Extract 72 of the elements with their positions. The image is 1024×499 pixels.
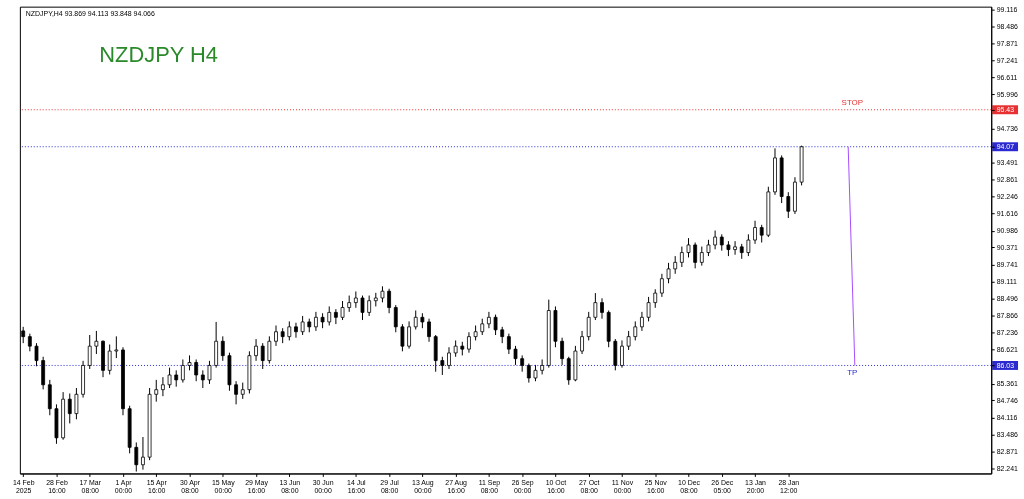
candlestick bbox=[666, 262, 671, 284]
candlestick bbox=[586, 311, 591, 341]
ref-line-label: TP bbox=[847, 368, 858, 378]
candlestick bbox=[314, 311, 318, 332]
candlestick bbox=[407, 320, 411, 350]
candlestick bbox=[646, 296, 651, 322]
candlestick bbox=[260, 342, 265, 370]
candlestick bbox=[620, 339, 624, 369]
candlestick bbox=[107, 344, 112, 375]
candlestick bbox=[513, 345, 518, 366]
candlestick bbox=[367, 295, 372, 317]
text: NZDJPY H4 bbox=[99, 42, 218, 68]
candlestick bbox=[334, 308, 338, 325]
candlestick bbox=[387, 288, 391, 314]
candlestick bbox=[487, 311, 491, 329]
candlestick bbox=[600, 297, 604, 320]
candlestick bbox=[393, 304, 398, 333]
candlestick bbox=[114, 335, 119, 359]
candlestick bbox=[74, 387, 79, 420]
candlestick bbox=[340, 300, 345, 321]
candlestick bbox=[626, 330, 631, 351]
candlestick bbox=[733, 240, 737, 256]
candlestick bbox=[360, 295, 365, 321]
candlestick bbox=[180, 358, 185, 384]
candlestick bbox=[167, 367, 172, 389]
candlestick bbox=[254, 338, 258, 362]
candlestick bbox=[47, 379, 52, 416]
candlestick bbox=[194, 358, 199, 382]
candlestick bbox=[440, 356, 445, 376]
candlestick bbox=[87, 334, 92, 370]
candlestick bbox=[447, 346, 451, 370]
candlestick bbox=[679, 246, 684, 268]
candlestick bbox=[433, 334, 438, 373]
candlestick bbox=[467, 331, 471, 354]
candlestick bbox=[560, 337, 564, 366]
candlestick bbox=[400, 323, 405, 352]
candlestick bbox=[566, 356, 571, 386]
candlestick bbox=[141, 436, 145, 471]
candlestick bbox=[67, 392, 72, 424]
candlestick bbox=[154, 379, 159, 403]
candlestick bbox=[413, 310, 418, 331]
ref-line-label: STOP bbox=[841, 97, 864, 107]
candlestick bbox=[327, 305, 332, 326]
candlestick bbox=[274, 324, 278, 347]
candlestick bbox=[640, 311, 644, 332]
candlestick bbox=[294, 322, 298, 339]
candlestick bbox=[713, 230, 718, 250]
candlestick bbox=[220, 335, 225, 362]
candlestick bbox=[287, 320, 292, 341]
candlestick bbox=[506, 333, 511, 355]
candlestick bbox=[786, 191, 791, 219]
candlestick bbox=[493, 314, 498, 336]
candlestick bbox=[660, 273, 664, 298]
candlestick bbox=[746, 233, 751, 257]
candlestick bbox=[94, 330, 99, 355]
candlestick bbox=[693, 242, 698, 269]
candlestick bbox=[540, 358, 545, 375]
candlestick bbox=[653, 288, 658, 309]
candlestick bbox=[161, 376, 165, 397]
candlestick bbox=[427, 318, 431, 343]
candlestick bbox=[267, 335, 272, 365]
candlestick bbox=[234, 380, 238, 405]
candlestick bbox=[34, 342, 39, 367]
candlestick bbox=[580, 330, 584, 355]
candlestick bbox=[699, 246, 704, 267]
candlestick bbox=[300, 315, 305, 336]
candlestick bbox=[686, 237, 691, 258]
candlestick bbox=[593, 292, 598, 321]
candlestick bbox=[633, 320, 638, 341]
candlestick bbox=[526, 363, 531, 384]
candlestick bbox=[207, 360, 212, 385]
candlestick bbox=[753, 220, 757, 245]
